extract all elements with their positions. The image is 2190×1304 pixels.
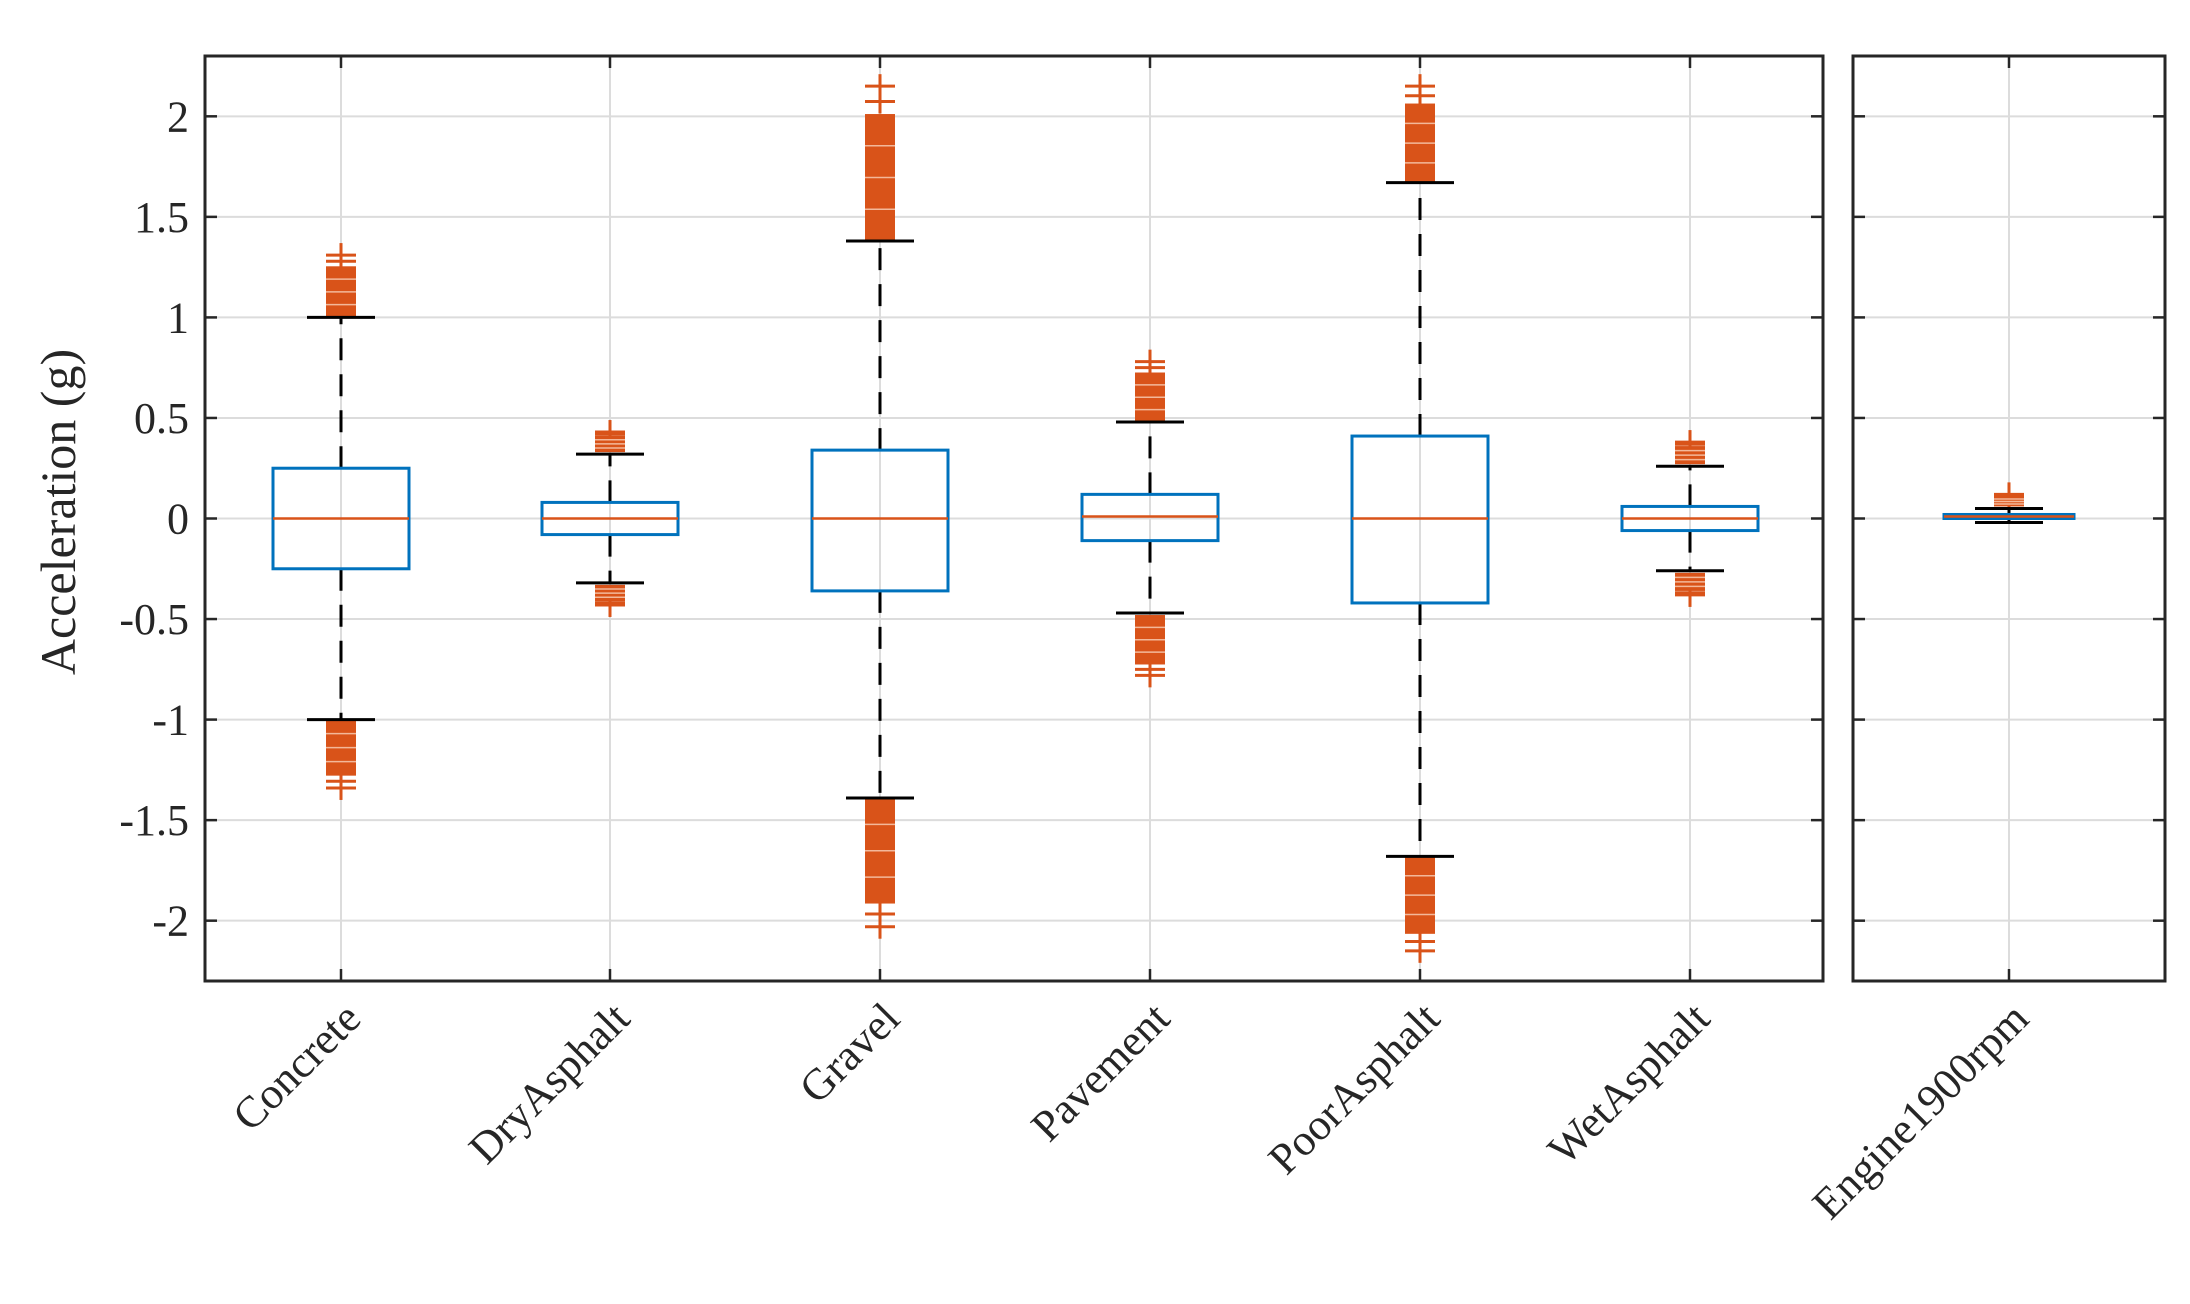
box-group-poorasphalt	[1350, 74, 1490, 963]
box-group-wetasphalt	[1620, 430, 1760, 607]
x-tick-label: WetAsphalt	[1538, 993, 1719, 1174]
y-axis-title: Acceleration (g)	[30, 349, 86, 675]
x-tick-label: PoorAsphalt	[1259, 993, 1449, 1183]
iqr-box	[810, 448, 950, 593]
x-tick-label: Pavement	[1022, 993, 1179, 1150]
y-tick-label: 0	[167, 495, 189, 544]
panel-engine: Engine1900rpm	[1803, 54, 2167, 1229]
y-tick-label: 1	[167, 293, 189, 342]
box-group-dryasphalt	[540, 420, 680, 617]
y-tick-label: -2	[152, 897, 189, 946]
box-group-gravel	[810, 74, 950, 939]
y-tick-label: -1	[152, 696, 189, 745]
x-tick-label: Concrete	[223, 993, 370, 1140]
y-tick-label: 1.5	[134, 193, 189, 242]
y-tick-label: -0.5	[119, 595, 189, 644]
box-group-concrete	[271, 243, 411, 800]
x-tick-label: Engine1900rpm	[1803, 993, 2038, 1228]
panel-road-surfaces: -2 -1.5 -1 -0.5 0 0.5 1 1.5 2 Concrete DryAsphalt G…	[119, 54, 1825, 1184]
box-group-pavement	[1080, 349, 1220, 688]
x-tick-label: Gravel	[790, 993, 909, 1112]
y-tick-label: 0.5	[134, 394, 189, 443]
y-tick-label: -1.5	[119, 796, 189, 845]
x-tick-label: DryAsphalt	[459, 993, 639, 1173]
box-group-engine1900rpm	[1942, 482, 2076, 525]
y-tick-label: 2	[167, 92, 189, 141]
